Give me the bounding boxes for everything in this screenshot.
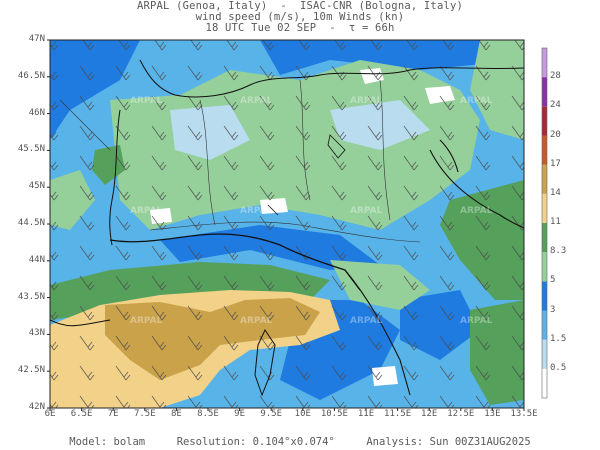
venice-lagoon-coast: [439, 139, 459, 173]
watermark-text: ARPAL: [460, 206, 493, 216]
regional-border: [149, 221, 421, 243]
colorbar-segment: [542, 223, 547, 253]
tyrrhenian-coastline: [344, 269, 411, 396]
colorbar-label: 3: [550, 304, 556, 315]
longitude-label: 7E: [107, 409, 119, 419]
longitude-label: 10.5E: [320, 409, 348, 419]
regional-border: [299, 79, 311, 201]
watermark-text: ARPAL: [240, 96, 273, 106]
watermark-text: ARPAL: [350, 96, 383, 106]
colorbar-segment: [542, 310, 547, 340]
map-area: [50, 40, 524, 408]
axis-ticks: [47, 39, 525, 411]
regional-border: [199, 99, 216, 226]
longitude-label: 11.5E: [384, 409, 412, 419]
latitude-label: 42N: [28, 402, 45, 412]
title-line-1: ARPAL (Genoa, Italy) - ISAC-CNR (Bologna…: [136, 0, 464, 12]
latitude-label: 44N: [28, 254, 45, 265]
wind-barbs: [50, 40, 524, 408]
longitude-label: 12E: [421, 409, 438, 419]
longitude-label: 8E: [170, 409, 182, 419]
longitude-label: 13E: [484, 409, 501, 419]
colorbar-label: 17: [550, 158, 561, 169]
colorbar-segment: [542, 339, 547, 369]
title-line-2: wind speed (m/s), 10m Winds (kn): [195, 11, 405, 23]
colorbar-label: 20: [550, 129, 561, 140]
latitude-label: 46.5N: [17, 70, 45, 81]
longitude-label: 9.5E: [260, 409, 283, 419]
colorbar-segment: [542, 368, 547, 398]
french-italian-border: [109, 109, 121, 246]
colorbar-label: 5: [550, 275, 556, 286]
colorbar-label: 28: [550, 71, 561, 82]
colorbar-segment: [542, 252, 547, 282]
corsica-coastline: [254, 328, 276, 397]
watermark-text: ARPAL: [130, 96, 163, 106]
colorbar-segment: [542, 77, 547, 107]
colorbar-segment: [542, 193, 547, 223]
watermark-text: ARPAL: [350, 316, 383, 326]
latitude-label: 43N: [28, 328, 45, 339]
longitude-label: 7.5E: [133, 409, 156, 419]
watermark-text: ARPAL: [350, 206, 383, 216]
watermark-text: ARPAL: [240, 206, 273, 216]
longitude-label: 8.5E: [197, 409, 219, 419]
latitude-label: 47N: [28, 34, 45, 44]
colorbar-segment: [542, 48, 547, 78]
colorbar-frame: [541, 47, 548, 399]
colorbar-label: 0.5: [550, 362, 567, 373]
alpine-border: [139, 59, 524, 98]
latitude-label: 46N: [28, 107, 45, 118]
longitude-label: 11E: [357, 409, 375, 419]
longitude-label: 12.5E: [447, 409, 475, 419]
colorbar-label: 11: [550, 217, 561, 227]
latitude-label: 45.5N: [17, 144, 45, 155]
latitude-label: 45N: [28, 181, 45, 192]
longitude-label: 6E: [44, 409, 56, 419]
colorbar-segment: [542, 164, 547, 194]
longitude-label: 9E: [234, 409, 246, 419]
lake-maggiore: [267, 204, 279, 216]
footer-info: Model: bolam Resolution: 0.104°x0.074° A…: [69, 436, 531, 448]
regional-border: [379, 79, 391, 221]
french-coastline: [50, 319, 111, 327]
latitude-label: 43.5N: [17, 291, 45, 302]
latitude-label: 44.5N: [17, 218, 45, 228]
colorbar-segment: [542, 135, 547, 165]
watermark-text: ARPAL: [240, 316, 273, 326]
regional-border: [59, 99, 111, 151]
longitude-label: 6.5E: [70, 409, 93, 419]
latitude-label: 42.5N: [17, 365, 45, 376]
longitude-label: 10E: [294, 409, 311, 419]
colorbar: [541, 47, 548, 399]
colorbar-segment: [542, 281, 547, 311]
adriatic-coastline: [429, 149, 524, 229]
colorbar-segment: [542, 106, 547, 136]
colorbar-label: 8.3: [550, 246, 567, 257]
colorbar-label: 14: [550, 187, 561, 198]
colorbar-label: 24: [550, 100, 561, 111]
watermark-text: ARPAL: [460, 96, 493, 106]
watermarks: ARPAL ARPAL ARPAL ARPAL ARPAL ARPAL ARPA…: [130, 96, 493, 326]
lake-garda: [327, 134, 346, 159]
longitude-label: 13.5E: [510, 409, 538, 419]
title-line-3: 18 UTC Tue 02 SEP - τ = 66h: [205, 22, 395, 34]
colorbar-label: 1.5: [550, 333, 567, 344]
ligurian-coastline: [109, 233, 361, 291]
watermark-text: ARPAL: [130, 316, 163, 326]
watermark-text: ARPAL: [460, 316, 493, 326]
watermark-text: ARPAL: [130, 206, 163, 216]
